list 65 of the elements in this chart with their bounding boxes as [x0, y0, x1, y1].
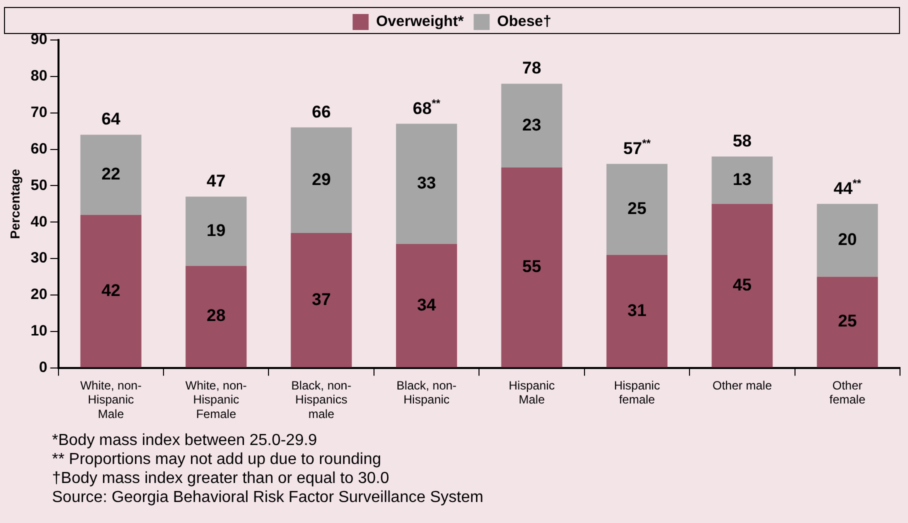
bar	[290, 127, 352, 234]
bar	[606, 254, 668, 368]
data-label: 37	[312, 290, 331, 309]
y-tick-label: 10	[30, 322, 48, 340]
x-tick-label: Hispanic female	[614, 378, 660, 407]
data-label: 13	[732, 170, 752, 189]
data-label: 31	[628, 300, 646, 320]
bar	[816, 276, 878, 368]
y-tick-label: 50	[30, 176, 48, 194]
bar	[606, 164, 668, 255]
data-label: 20	[838, 230, 857, 250]
source-note: Source: Georgia Behavioral Risk Factor Surveillance System	[52, 488, 484, 507]
total-label: 58	[732, 132, 752, 151]
data-label: 28	[206, 306, 226, 326]
data-label: 23	[522, 115, 542, 134]
y-tick-label: 70	[30, 104, 48, 121]
bar	[186, 266, 247, 368]
y-tick-label: 30	[30, 250, 48, 267]
data-label: 45	[732, 275, 752, 294]
x-tick-label: White, non-Hispanic Female	[185, 378, 247, 422]
bar	[712, 204, 773, 368]
total-label: 47	[206, 172, 226, 191]
data-label: 55	[522, 257, 542, 276]
bar	[80, 214, 142, 368]
y-tick-label: 40	[30, 213, 48, 230]
y-tick-label: 0	[38, 358, 48, 376]
bar	[501, 84, 562, 168]
text: ** Proportions may not add up due to rounding	[52, 450, 382, 469]
y-tick-label: 90	[30, 31, 48, 48]
total-label: 68**	[412, 98, 441, 118]
x-tick-label: White, non-Hispanic Male	[80, 378, 142, 422]
data-label: 42	[101, 280, 120, 300]
y-tick-label: 80	[30, 68, 48, 85]
bar	[290, 233, 352, 368]
bar	[712, 156, 773, 204]
x-tick-label: Black, non-Hispanic	[396, 378, 457, 407]
bar	[816, 204, 878, 277]
y-tick-label: 60	[30, 140, 48, 158]
legend-label: Overweight*	[376, 13, 464, 30]
data-label: 25	[838, 312, 857, 331]
bar	[186, 196, 247, 266]
x-tick-label: Hispanic Male	[508, 378, 555, 407]
data-label: 19	[206, 220, 226, 240]
legend-label: Obese†	[497, 13, 552, 30]
bar	[501, 167, 562, 368]
x-tick-label: Black, non-Hispanics male	[291, 378, 352, 422]
y-tick-label: 20	[30, 286, 48, 304]
data-label: 25	[628, 199, 646, 218]
bar	[396, 124, 458, 244]
data-label: 22	[101, 164, 120, 184]
total-label: 64	[101, 110, 121, 129]
total-label: 66	[312, 102, 331, 122]
data-label: 34	[417, 295, 437, 314]
data-label: 29	[312, 170, 331, 189]
total-label: 78	[522, 58, 542, 78]
data-label: 33	[417, 174, 436, 193]
total-label: 44**	[834, 178, 862, 198]
x-tick-label: Other male	[712, 378, 772, 392]
text: *Body mass index between 25.0-29.9	[52, 431, 318, 450]
text: †Body mass index greater than or equal to 30.0	[52, 469, 390, 488]
x-tick-label: Other female	[829, 378, 866, 407]
y-axis-title: Percentage	[7, 168, 22, 239]
bar	[396, 244, 458, 368]
bar	[80, 134, 142, 215]
total-label: 57**	[623, 138, 652, 158]
